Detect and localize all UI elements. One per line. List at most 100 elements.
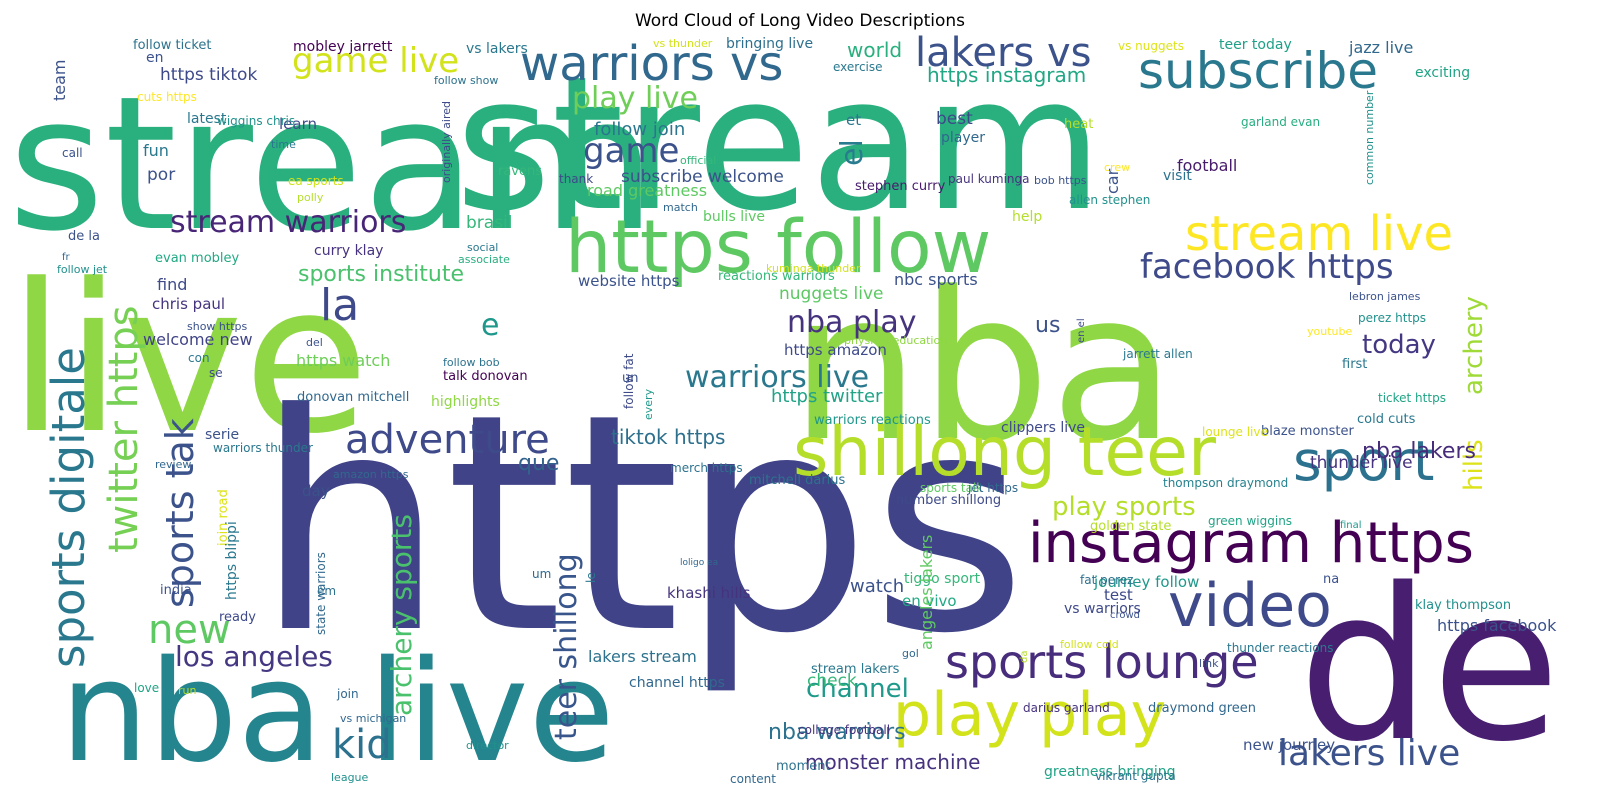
word-highlights: highlights <box>431 394 500 410</box>
word-merch-https: merch https <box>670 461 743 475</box>
word-vs-thunder: vs thunder <box>653 37 713 50</box>
word-play-play: play play <box>893 680 1166 750</box>
word-day: day <box>302 482 330 500</box>
word-monster-machine: monster machine <box>805 750 981 774</box>
word-time: time <box>271 138 296 151</box>
word-game: game <box>583 131 679 171</box>
word-follow-cold: follow cold <box>1060 638 1119 651</box>
word-follow-bob: follow bob <box>443 356 500 369</box>
word-stephen-curry: stephen curry <box>855 179 946 194</box>
word-ea-sports: ea sports <box>288 174 344 188</box>
word-khashi-hills: khashi hills <box>667 584 751 602</box>
word-nba-lakers: nba lakers <box>1362 439 1476 464</box>
word-jarrett-allen: jarrett allen <box>1122 347 1193 361</box>
word-ravens: ravens <box>498 164 542 179</box>
word-welcome-new: welcome new <box>143 330 253 349</box>
word-donovan-mitchell: donovan mitchell <box>297 390 409 405</box>
word-learn: learn <box>279 115 317 133</box>
word-del: del <box>306 336 323 349</box>
word-la: la <box>320 280 359 331</box>
word-video: video <box>1168 571 1332 641</box>
word-stream-warriors: stream warriors <box>170 205 406 240</box>
word-reactions-warriors: reactions warriors <box>718 269 835 284</box>
word-warriors-reactions: warriors reactions <box>814 413 931 428</box>
word-por: por <box>147 165 175 185</box>
word-hills: hills <box>1459 439 1489 491</box>
word-fun: fun <box>143 141 169 160</box>
word-en-el: en el <box>1076 318 1087 343</box>
word-blaze-monster: blaze monster <box>1261 424 1355 439</box>
word-archery-sports: archery sports <box>385 514 418 716</box>
word-https-facebook: https facebook <box>1437 616 1557 635</box>
word-cuts-https: cuts https <box>137 90 197 104</box>
word-stream-lakers: stream lakers <box>811 662 900 677</box>
word-shillong-teer: shillong teer <box>793 413 1216 492</box>
word-thunder-live: thunder live <box>1310 453 1413 473</box>
word-thompson-draymond: thompson draymond <box>1163 476 1288 490</box>
word-greatness-bringing: greatness bringing <box>1044 764 1175 780</box>
word-en-vivo: en vivo <box>902 592 957 610</box>
word-de: de <box>1298 543 1561 788</box>
word-bob-https: bob https <box>1034 174 1087 187</box>
word-associate: associate <box>458 253 510 266</box>
word-league: league <box>331 771 369 784</box>
word-green-wiggins: green wiggins <box>1208 514 1292 528</box>
word-love: love <box>134 681 159 695</box>
word-chris-paul: chris paul <box>152 295 225 313</box>
word-lounge-live: lounge live <box>1202 425 1268 439</box>
word-lakers-live: lakers live <box>1278 733 1460 774</box>
word-https-blippi: https blippi <box>224 521 240 600</box>
word-follow-show: follow show <box>434 74 498 87</box>
word-stream: stream <box>455 36 1103 252</box>
word-se: se <box>209 366 223 380</box>
word-sports-lounge: sports lounge <box>945 635 1259 689</box>
word-jet-https: jet https <box>967 481 1018 495</box>
word-warriors-vs: warriors vs <box>520 36 783 92</box>
word-nba-warriors: nba warriors <box>768 720 906 745</box>
word-de-la: de la <box>68 229 100 244</box>
word-number-shillong: number shillong <box>896 493 1001 508</box>
word-el: el <box>835 139 870 166</box>
word-lakers-vs: lakers vs <box>915 30 1091 76</box>
word-link: link <box>1199 657 1219 670</box>
word-darius-garland: darius garland <box>1023 701 1110 715</box>
word-official: official <box>680 154 716 167</box>
word-join: join <box>336 687 359 701</box>
word-exciting: exciting <box>1415 65 1470 81</box>
word-test: test <box>1104 586 1133 604</box>
word-subscribe-welcome: subscribe welcome <box>621 167 784 187</box>
word-common-number: common number <box>1363 90 1376 185</box>
word-kid: kid <box>332 722 392 768</box>
word-exercise: exercise <box>833 60 883 74</box>
word-run: run <box>178 684 196 697</box>
word-find: find <box>157 275 187 294</box>
word-polly: polly <box>297 191 324 204</box>
word-um: um <box>532 567 551 581</box>
word-sports-digitale: sports digitale <box>42 347 95 668</box>
word-clippers-live: clippers live <box>1001 420 1085 436</box>
word-best: best <box>936 109 973 129</box>
word-klay-thompson: klay thompson <box>1415 598 1511 613</box>
word-nba-play: nba play <box>787 305 917 340</box>
word-que: que <box>518 451 559 476</box>
word-visit: visit <box>1163 168 1192 184</box>
word-sports-talk: sports talk <box>920 481 983 495</box>
word-angeles-lakers: angeles lakers <box>917 535 936 650</box>
word-cold-cuts: cold cuts <box>1357 412 1416 427</box>
word-sports-tak: sports tak <box>158 418 202 608</box>
word-ready: ready <box>219 610 256 625</box>
word-crew: crew <box>1104 161 1130 174</box>
word-tiktok-https: tiktok https <box>611 425 725 449</box>
word-play-live: play live <box>572 81 698 116</box>
word-watch: watch <box>850 576 904 597</box>
word-los-angeles: los angeles <box>175 640 333 673</box>
word-lebron-james: lebron james <box>1349 290 1421 303</box>
word-facebook-https: facebook https <box>1140 247 1394 287</box>
word-help: help <box>1012 209 1042 225</box>
word-live: live <box>8 241 369 479</box>
word-paul-kuminga: paul kuminga <box>948 172 1030 186</box>
word-e: e <box>481 308 499 343</box>
word-curry-klay: curry klay <box>314 243 383 259</box>
